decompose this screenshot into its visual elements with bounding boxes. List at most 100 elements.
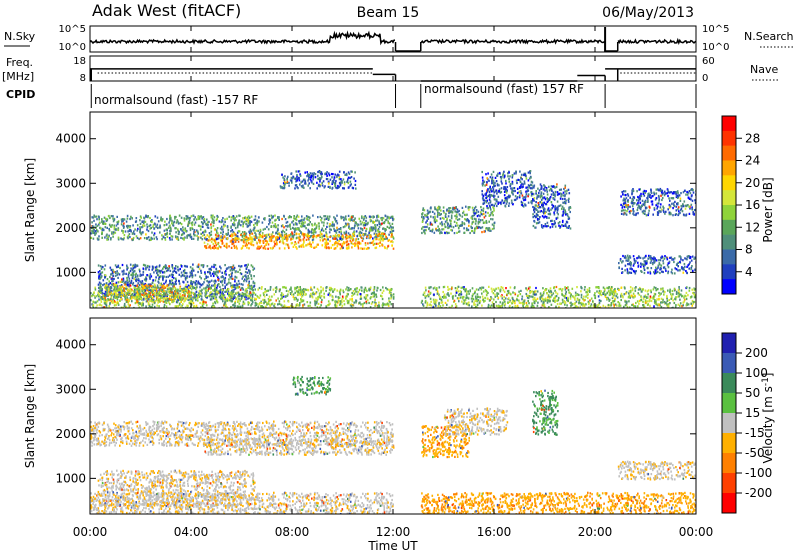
power-cell: [323, 186, 326, 189]
power-cell: [220, 276, 223, 279]
power-cell: [130, 281, 132, 284]
power-cell: [281, 237, 284, 240]
power-cell: [199, 215, 201, 218]
power-cell: [317, 302, 320, 305]
power-cell: [119, 285, 122, 288]
power-cell: [151, 220, 153, 223]
power-cell: [535, 192, 537, 195]
power-cell: [133, 293, 136, 296]
power-cell: [341, 180, 343, 183]
power-cell: [238, 285, 241, 289]
power-cell: [110, 225, 113, 228]
power-cell: [237, 222, 239, 225]
power-cell: [554, 221, 556, 224]
power-cell: [219, 227, 222, 230]
power-cell: [322, 234, 325, 237]
power-cell: [493, 209, 495, 212]
power-cell: [503, 187, 505, 190]
power-cell: [254, 231, 256, 235]
power-cell: [145, 305, 147, 308]
power-cell: [338, 300, 341, 303]
power-cell: [209, 272, 211, 275]
power-cell: [115, 289, 117, 292]
power-cell: [108, 228, 110, 231]
power-cell: [477, 210, 480, 213]
power-cell: [423, 217, 425, 220]
power-cell: [193, 223, 196, 226]
power-cell: [493, 224, 495, 227]
power-cell: [342, 296, 344, 300]
power-cell: [351, 246, 353, 249]
power-cell: [334, 303, 336, 307]
power-cell: [200, 306, 202, 308]
power-cell: [319, 236, 321, 239]
power-cell: [213, 228, 216, 231]
power-cell: [282, 224, 284, 227]
power-cell: [102, 227, 104, 230]
power-cell: [513, 172, 516, 175]
power-cell: [374, 224, 376, 227]
power-cell: [312, 176, 315, 179]
power-cell: [139, 287, 142, 290]
power-cell: [140, 274, 143, 277]
power-cell: [100, 300, 103, 303]
power-cell: [151, 265, 154, 268]
power-cell: [258, 238, 260, 242]
power-cell: [136, 275, 139, 278]
power-cell: [486, 195, 488, 198]
power-cell: [264, 247, 267, 250]
power-cell: [296, 290, 298, 293]
power-cell: [530, 194, 533, 197]
power-cell: [153, 271, 155, 274]
power-cell: [160, 216, 162, 219]
power-cell: [161, 271, 164, 274]
power-cell: [383, 232, 385, 236]
power-cell: [213, 216, 216, 219]
power-cell: [343, 231, 346, 234]
power-cell: [179, 286, 181, 289]
power-cell: [298, 170, 301, 173]
power-cell: [315, 302, 318, 305]
power-cell: [111, 270, 114, 273]
power-cell: [351, 291, 353, 295]
power-cell: [241, 231, 244, 234]
power-cell: [352, 242, 354, 246]
power-cell: [307, 228, 310, 231]
nave-label: Nave: [750, 63, 778, 76]
power-cell: [117, 238, 120, 241]
power-cell: [386, 303, 388, 306]
power-cell: [127, 237, 129, 240]
power-cell: [100, 304, 103, 307]
power-cell: [277, 303, 279, 306]
power-cell: [321, 233, 323, 236]
power-cell: [140, 216, 142, 219]
power-cell: [336, 289, 338, 292]
power-cell: [235, 245, 238, 248]
power-cell: [116, 294, 118, 297]
power-cell: [223, 294, 226, 297]
power-cell: [320, 219, 322, 222]
power-cell: [538, 191, 540, 195]
power-cell: [495, 198, 498, 201]
power-cell: [269, 221, 271, 224]
power-cell: [168, 221, 170, 224]
power-cell: [281, 306, 284, 308]
power-cell: [491, 218, 494, 221]
power-cell: [461, 206, 464, 209]
power-cell: [212, 302, 214, 305]
power-cell: [99, 277, 101, 281]
power-cell: [100, 286, 102, 289]
power-cell: [228, 215, 230, 218]
power-cell: [200, 232, 202, 235]
power-cell: [435, 229, 438, 232]
power-cell: [212, 242, 215, 246]
power-cell: [294, 241, 296, 244]
power-cell: [229, 234, 232, 238]
power-cell: [266, 293, 268, 296]
power-cell: [135, 279, 137, 283]
power-cell: [271, 236, 274, 239]
power-cell: [234, 304, 236, 307]
power-cell: [277, 297, 279, 300]
power-cell: [106, 219, 108, 222]
power-cell: [430, 223, 433, 226]
